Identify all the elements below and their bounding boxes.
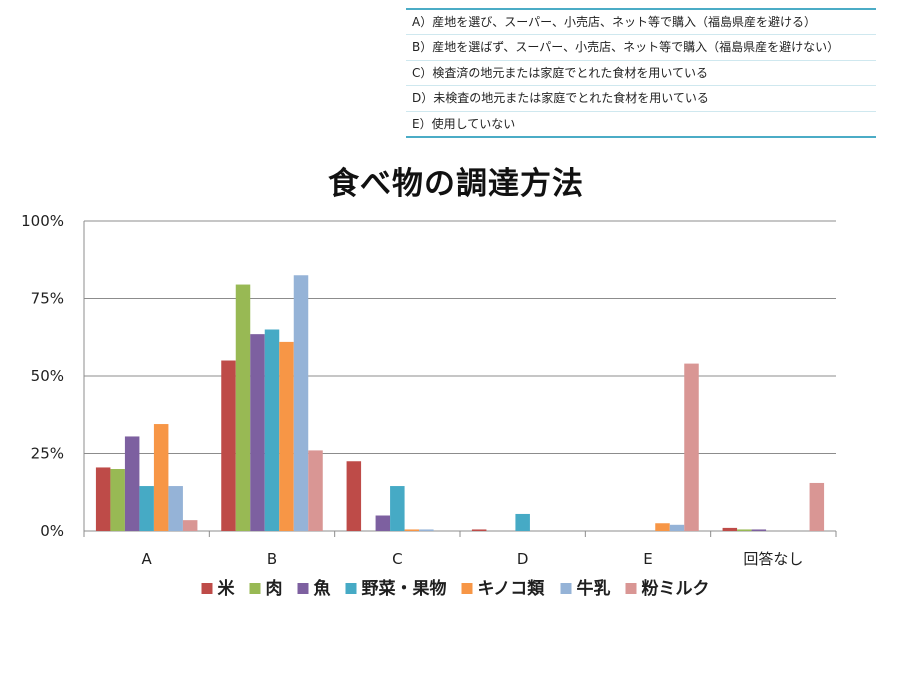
legend-swatch [297,583,309,594]
legend-swatch [345,583,357,594]
bar [293,275,309,531]
x-tick-label: C [392,550,402,568]
x-tick-label: D [517,550,529,568]
y-tick-label: 75% [31,290,64,308]
bar [250,334,265,531]
legend-label: 牛乳 [577,578,611,599]
bar [124,436,140,531]
x-tick-label: E [643,550,652,568]
chart-title: 食べ物の調達方法 [328,166,584,202]
bar [182,520,198,531]
legend-label: 野菜・果物 [362,578,447,599]
legend-swatch [461,583,473,594]
bar [404,529,420,531]
y-tick-label: 0% [40,522,64,540]
answer-legend-table: A）産地を選び、スーパー、小売店、ネット等で購入（福島県産を避ける） B）産地を… [406,8,876,138]
legend-label: 粉ミルク [642,578,710,599]
legend-label: 魚 [314,578,331,599]
legend-swatch [249,583,261,594]
bar [110,469,125,531]
answer-option-b: B）産地を選ばず、スーパー、小売店、ネット等で購入（福島県産を避けない） [406,34,876,59]
legend-swatch [625,583,637,594]
x-tick-label: B [267,550,277,568]
bar [221,360,236,531]
bar [308,450,323,531]
bar [346,461,362,531]
answer-option-a: A）産地を選び、スーパー、小売店、ネット等で購入（福島県産を避ける） [412,15,816,29]
bar [235,284,251,531]
bar [153,424,169,531]
bar [515,513,530,531]
bar [655,523,670,531]
legend-label: 米 [218,578,236,599]
bar [722,527,738,531]
bar [279,341,294,531]
legend-swatch [560,583,572,594]
answer-option-c: C）検査済の地元または家庭でとれた食材を用いている [406,59,876,85]
bar [471,529,487,531]
bar [669,524,685,531]
legend-label: 肉 [266,578,283,599]
bar [737,529,752,531]
legend-swatch [201,583,213,594]
bar [751,529,767,531]
bar [684,363,699,531]
bar [390,486,405,531]
y-tick-label: 25% [31,445,64,463]
bar [264,329,280,531]
legend-label: キノコ類 [478,579,546,599]
y-tick-label: 50% [31,367,64,385]
y-tick-label: 100% [21,212,64,230]
bar [139,486,154,531]
x-tick-label: A [142,550,153,568]
bar [809,482,825,531]
bar [168,486,183,531]
x-tick-label: 回答なし [743,550,803,568]
bar [419,529,434,531]
answer-option-d: D）未検査の地元または家庭でとれた食材を用いている [406,85,876,110]
bar [95,467,111,531]
answer-option-e: E）使用していない [406,110,876,136]
bar [375,515,391,531]
